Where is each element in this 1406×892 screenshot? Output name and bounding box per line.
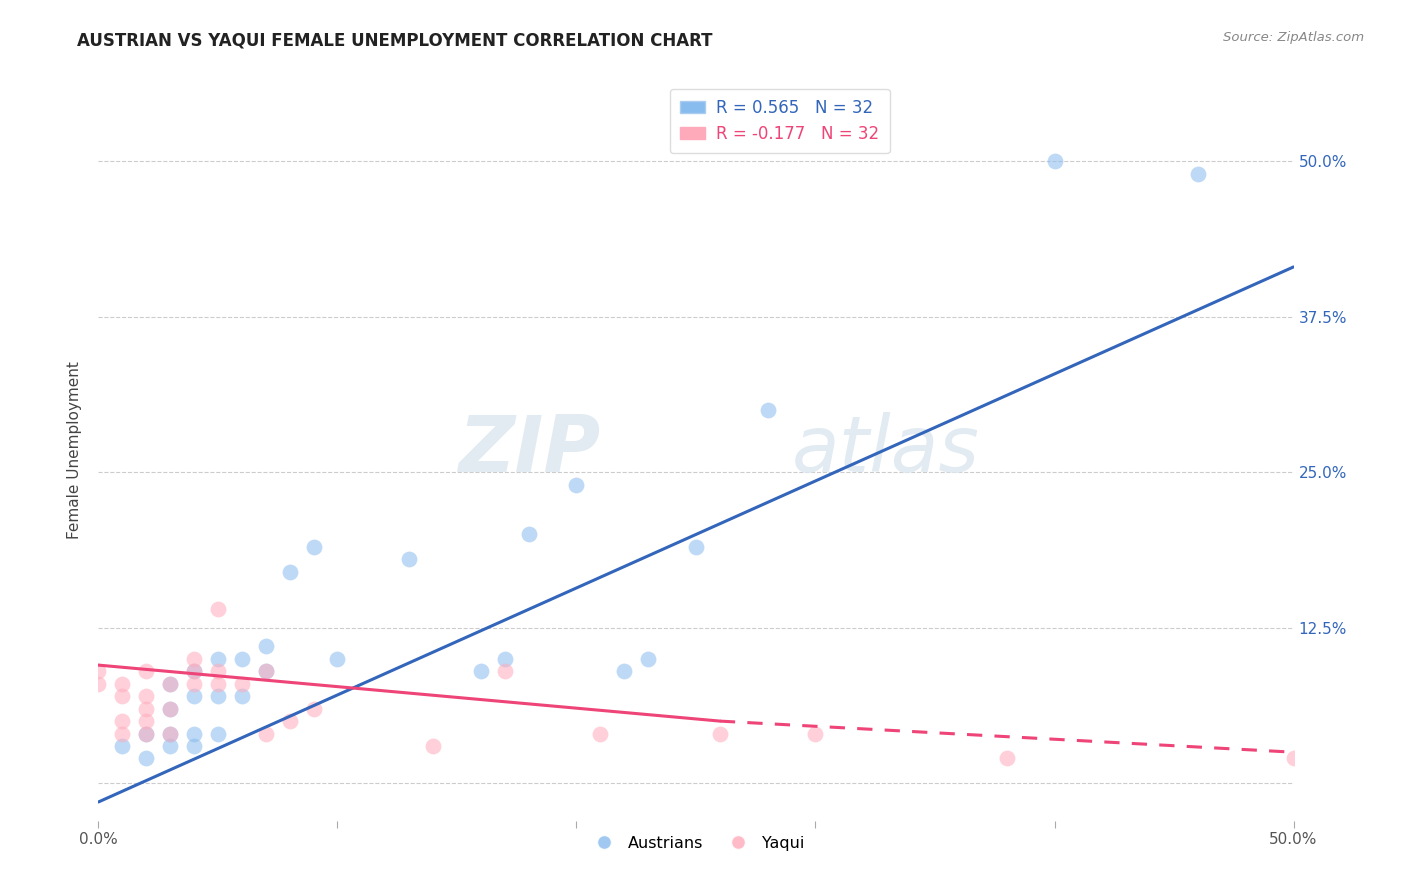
Point (159, 677, 181, 691)
Point (254, 665, 277, 679)
Point (135, 701, 157, 715)
Point (87, 665, 110, 679)
Point (111, 690, 134, 704)
Point (1187, 167, 1209, 181)
Point (756, 403, 779, 417)
Point (183, 665, 205, 679)
Legend: Austrians, Yaqui: Austrians, Yaqui (581, 830, 811, 857)
Point (804, 726, 827, 740)
Point (207, 652, 229, 666)
Point (398, 552, 420, 566)
Text: atlas: atlas (792, 412, 980, 489)
Point (111, 677, 134, 691)
Point (278, 714, 301, 728)
Point (159, 677, 181, 691)
Point (87, 677, 110, 691)
Point (159, 726, 181, 740)
Text: AUSTRIAN VS YAQUI FEMALE UNEMPLOYMENT CORRELATION CHART: AUSTRIAN VS YAQUI FEMALE UNEMPLOYMENT CO… (77, 31, 713, 49)
Point (326, 652, 349, 666)
Point (231, 677, 253, 691)
Point (135, 726, 157, 740)
Point (278, 565, 301, 579)
Point (254, 726, 277, 740)
Point (183, 690, 205, 704)
Point (995, 751, 1018, 765)
Point (111, 726, 134, 740)
Point (207, 677, 229, 691)
Point (159, 701, 181, 715)
Point (1043, 154, 1066, 169)
Point (183, 726, 205, 740)
Point (135, 751, 157, 765)
Point (254, 665, 277, 679)
Y-axis label: Female Unemployment: Female Unemployment (67, 361, 83, 540)
Point (613, 665, 636, 679)
Point (207, 690, 229, 704)
Point (135, 726, 157, 740)
Point (207, 726, 229, 740)
Text: Source: ZipAtlas.com: Source: ZipAtlas.com (1223, 31, 1364, 45)
Point (685, 540, 707, 554)
Point (302, 701, 325, 715)
Point (1282, 751, 1305, 765)
Point (183, 665, 205, 679)
Point (494, 652, 516, 666)
Point (254, 640, 277, 654)
Point (159, 701, 181, 715)
Point (709, 726, 731, 740)
Point (589, 726, 612, 740)
Point (159, 726, 181, 740)
Point (207, 665, 229, 679)
Point (207, 602, 229, 616)
Point (183, 652, 205, 666)
Point (470, 665, 492, 679)
Point (135, 665, 157, 679)
Point (135, 714, 157, 728)
Point (302, 540, 325, 554)
Text: ZIP: ZIP (458, 412, 600, 489)
Point (494, 665, 516, 679)
Point (517, 527, 540, 541)
Point (135, 690, 157, 704)
Point (183, 739, 205, 753)
Point (637, 652, 659, 666)
Point (565, 477, 588, 491)
Point (111, 714, 134, 728)
Point (159, 739, 181, 753)
Point (422, 739, 444, 753)
Point (183, 677, 205, 691)
Point (231, 690, 253, 704)
Point (111, 739, 134, 753)
Point (231, 652, 253, 666)
